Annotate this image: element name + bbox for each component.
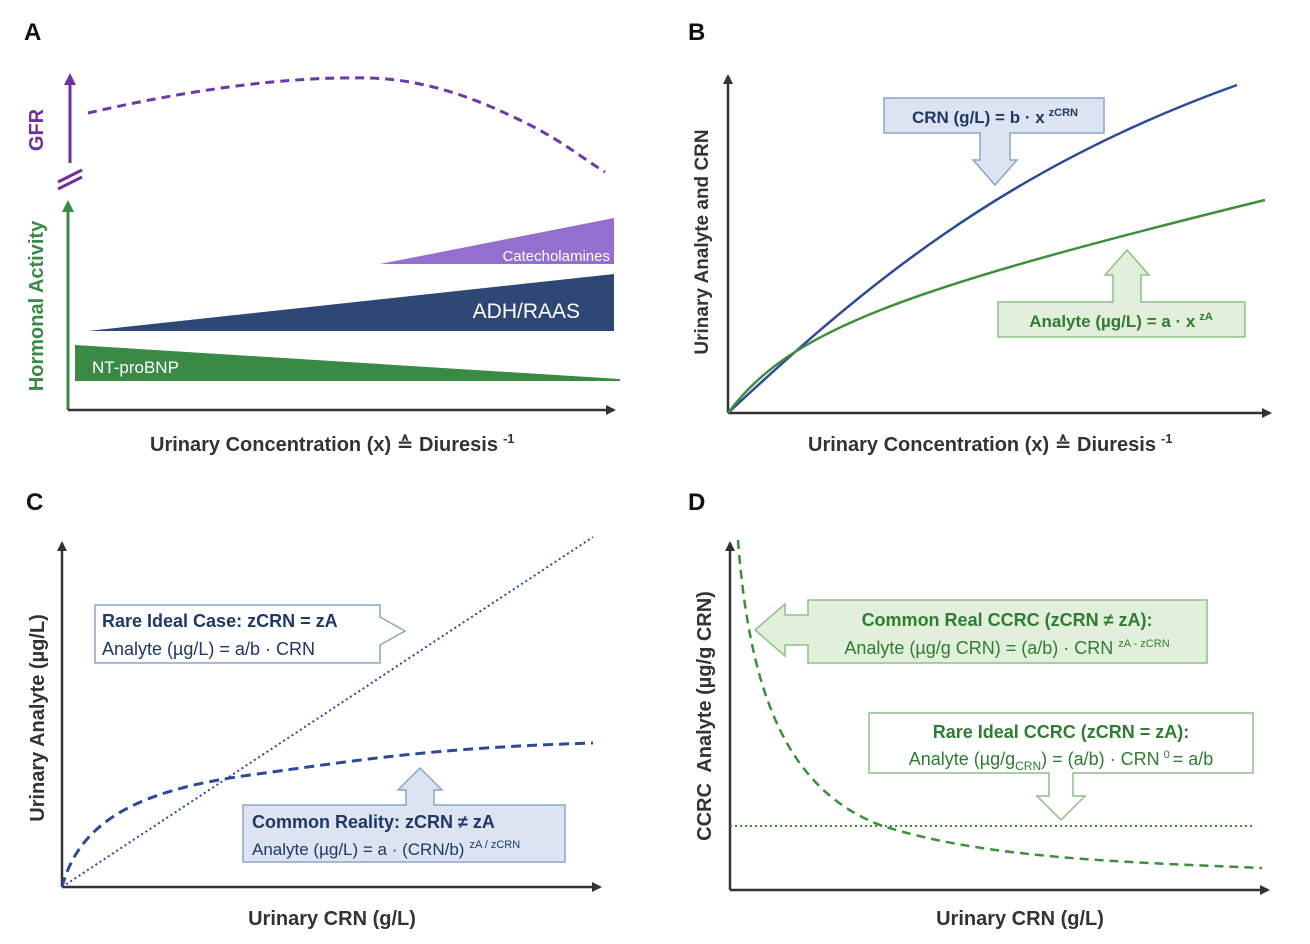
adh-raas-band [88, 274, 614, 331]
panel-label-c: C [26, 489, 43, 516]
analyte-callout: Analyte (µg/L) = a · x zA [997, 248, 1246, 338]
real-ccrc-callout: Common Real CCRC (zCRN ≠ zA): Analyte (µ… [753, 599, 1208, 664]
reality-curve [60, 741, 594, 888]
reality-callout: Common Reality: zCRN ≠ zA Analyte (µg/L)… [242, 766, 566, 863]
gfr-curve [87, 76, 606, 174]
y-axis-label-d: CCRC Analyte (µg/g CRN) [694, 591, 716, 841]
ideal-line [61, 536, 594, 888]
svg-text:Analyte (µg/L) = a/b · CRN: Analyte (µg/L) = a/b · CRN [102, 639, 315, 659]
nt-probnp-band [75, 345, 620, 381]
svg-text:Analyte (µg/L) = a · (CRN/b)zA: Analyte (µg/L) = a · (CRN/b) zA / zCRN [252, 839, 520, 859]
x-axis-label-d: Urinary CRN (g/L) [936, 908, 1104, 930]
crn-callout: CRN (g/L) = b · x zCRN [883, 97, 1105, 187]
panel-d: D Common Real CCRC (zCRN ≠ zA): Analyte … [688, 489, 1270, 930]
catecholamines-label: Catecholamines [502, 248, 610, 265]
svg-text:Rare Ideal Case: zCRN = zA: Rare Ideal Case: zCRN = zA [102, 611, 338, 631]
svg-text:Rare Ideal CCRC (zCRN = zA):: Rare Ideal CCRC (zCRN = zA): [933, 722, 1190, 742]
panel-label-a: A [24, 19, 41, 46]
svg-text:Analyte (µg/g CRN) = (a/b) · C: Analyte (µg/g CRN) = (a/b) · CRN zA - zCR… [844, 638, 1169, 658]
catecholamines-band [380, 218, 614, 264]
panel-label-b: B [688, 19, 705, 46]
axis-break-icon [57, 168, 83, 191]
x-axis-label-c: Urinary CRN (g/L) [248, 908, 416, 930]
panel-label-d: D [688, 489, 705, 516]
nt-probnp-label: NT-proBNP [92, 358, 179, 377]
analyte-curve [726, 198, 1266, 414]
adh-raas-label: ADH/RAAS [473, 300, 580, 323]
hormonal-activity-label: Hormonal Activity [26, 220, 48, 391]
x-axis-label-b: Urinary Concentration (x) ≙ Diuresis -1 [808, 431, 1173, 456]
y-axis-label-c: Urinary Analyte (µg/L) [27, 614, 49, 821]
panel-b: B CRN (g/L) = b · x zCRN Analyte (µg/L) =… [688, 19, 1272, 456]
svg-text:Common Real CCRC (zCRN ≠ zA):: Common Real CCRC (zCRN ≠ zA): [862, 610, 1153, 630]
y-axis-label-b: Urinary Analyte and CRN [692, 129, 713, 354]
x-axis-label-a: Urinary Concentration (x) ≙ Diuresis -1 [150, 431, 515, 456]
panel-a: A Catecholamines ADH/RAAS NT-proBNP GFR … [24, 19, 620, 456]
ideal-ccrc-callout: Rare Ideal CCRC (zCRN = zA): Analyte (µg… [868, 712, 1254, 822]
svg-text:Common Reality: zCRN ≠ zA: Common Reality: zCRN ≠ zA [252, 812, 495, 832]
gfr-label: GFR [26, 108, 48, 151]
crn-curve [727, 83, 1238, 414]
svg-text:Analyte (µg/gCRN) = (a/b) · CR: Analyte (µg/gCRN) = (a/b) · CRN 0 = a/b [909, 749, 1214, 773]
ideal-callout: Rare Ideal Case: zCRN = zA Analyte (µg/L… [94, 604, 407, 664]
panel-c: C Rare Ideal Case: zCRN = zA Analyte (µg… [26, 489, 602, 930]
svg-text:Analyte (µg/L) = a · xzA: Analyte (µg/L) = a · x zA [1029, 311, 1213, 331]
real-ccrc-curve [736, 539, 1263, 870]
